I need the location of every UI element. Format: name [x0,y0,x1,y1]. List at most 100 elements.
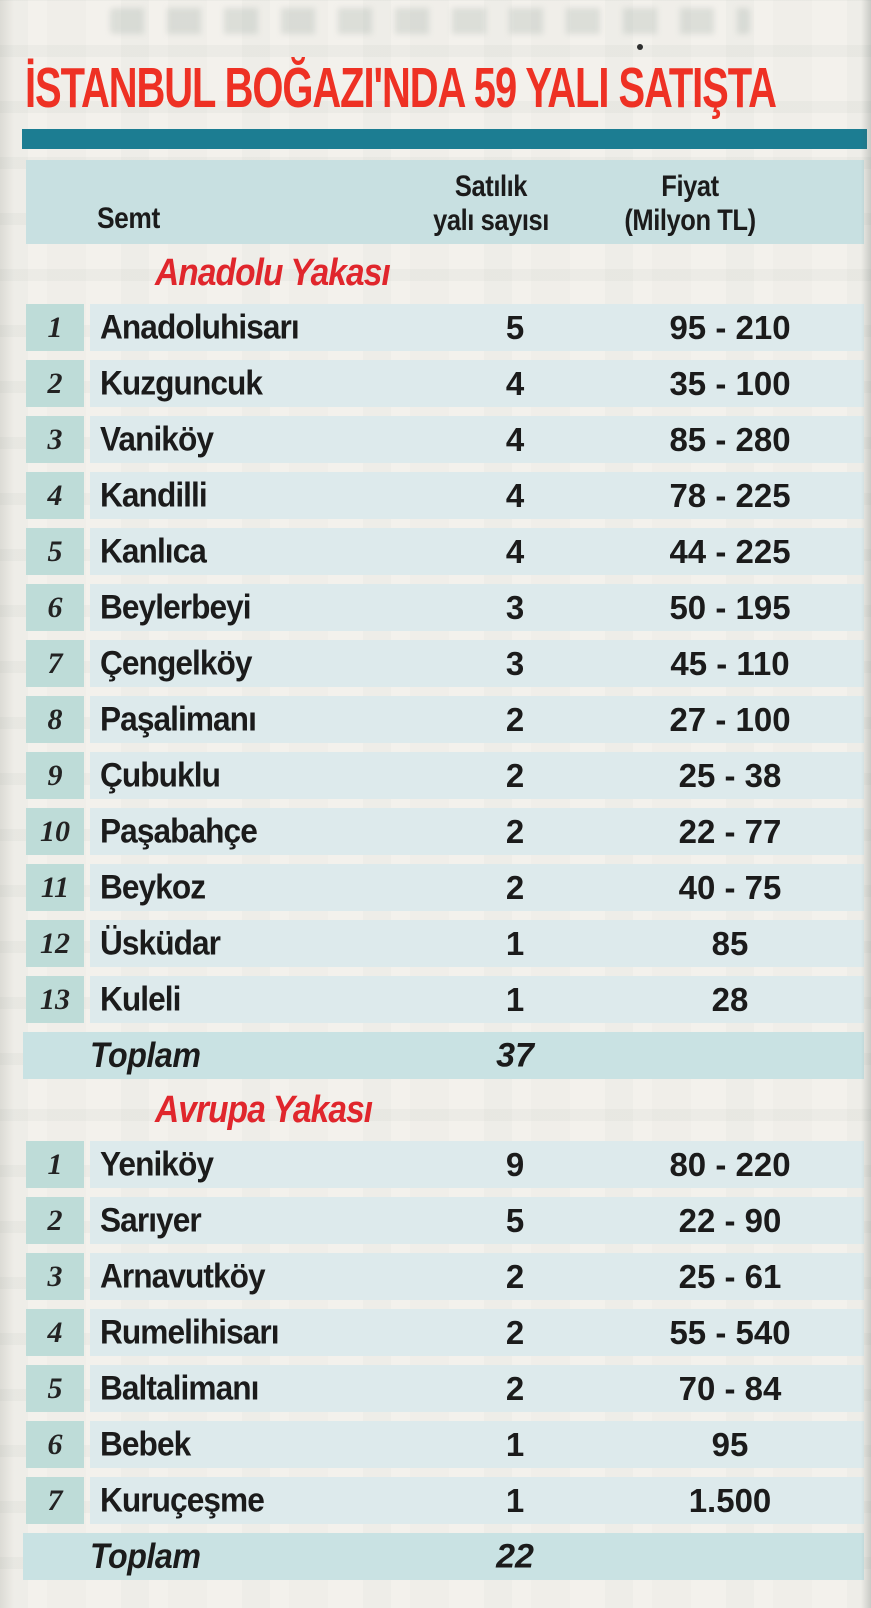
district-name: Kandilli [100,476,208,514]
row-band: Beylerbeyi 3 50 - 195 [90,584,864,631]
price-range: 50 - 195 [669,588,791,626]
district-name: Rumelihisarı [100,1313,280,1351]
row-number: 4 [26,472,84,519]
yali-count: 2 [505,812,525,850]
row-band: Kandilli 4 78 - 225 [90,472,864,519]
yali-count: 1 [505,924,525,962]
price-range: 22 - 90 [678,1201,782,1239]
row-band: Anadoluhisarı 5 95 - 210 [90,304,864,351]
district-name: Beylerbeyi [100,588,252,626]
table-row: 12 Üsküdar 1 85 [26,920,871,967]
table-row: 1 Yeniköy 9 80 - 220 [26,1141,871,1188]
total-count: 22 [496,1537,534,1575]
row-band: Paşalimanı 2 27 - 100 [90,696,864,743]
price-range: 80 - 220 [669,1145,791,1183]
table-row: 6 Bebek 1 95 [26,1421,871,1468]
row-band: Kuleli 1 28 [90,976,864,1023]
headline: İSTANBUL BOĞAZI'NDA 59 YALI SATIŞTA [25,56,777,120]
table-row: 7 Çengelköy 3 45 - 110 [26,640,871,687]
section-header: Avrupa Yakası [155,1089,373,1131]
price-range: 85 - 280 [669,420,791,458]
district-name: Kuleli [100,980,181,1018]
district-name: Baltalimanı [100,1369,259,1407]
table-row: 5 Kanlıca 4 44 - 225 [26,528,871,575]
yali-count: 4 [505,476,525,514]
total-row: Toplam 37 [23,1032,864,1079]
table-row: 10 Paşabahçe 2 22 - 77 [26,808,871,855]
price-range: 70 - 84 [678,1369,782,1407]
table-row: 11 Beykoz 2 40 - 75 [26,864,871,911]
divider-bar [22,129,867,149]
row-number: 2 [26,1197,84,1244]
price-range: 1.500 [688,1481,772,1519]
table-row: 6 Beylerbeyi 3 50 - 195 [26,584,871,631]
district-name: Sarıyer [100,1201,202,1239]
table-row: 3 Vaniköy 4 85 - 280 [26,416,871,463]
price-range: 85 [711,924,749,962]
yali-count: 5 [505,308,525,346]
yali-count: 2 [505,700,525,738]
district-name: Vaniköy [100,420,214,458]
yali-count: 4 [505,532,525,570]
table-row: 7 Kuruçeşme 1 1.500 [26,1477,871,1524]
row-number: 3 [26,1253,84,1300]
district-name: Kuruçeşme [100,1481,265,1519]
row-band: Üsküdar 1 85 [90,920,864,967]
row-number: 3 [26,416,84,463]
ink-speck [637,44,643,50]
table-row: 4 Kandilli 4 78 - 225 [26,472,871,519]
yali-count: 2 [505,868,525,906]
district-name: Yeniköy [100,1145,214,1183]
row-number: 10 [26,808,84,855]
yali-count: 5 [505,1201,525,1239]
print-bleed-topline [110,8,750,34]
price-range: 55 - 540 [669,1313,791,1351]
price-range: 35 - 100 [669,364,791,402]
row-number: 6 [26,1421,84,1468]
table-row: 8 Paşalimanı 2 27 - 100 [26,696,871,743]
row-band: Kanlıca 4 44 - 225 [90,528,864,575]
table-row: 13 Kuleli 1 28 [26,976,871,1023]
column-header-count: Satılık yalı sayısı [433,170,549,238]
total-label: Toplam [90,1035,201,1075]
table-row: 2 Kuzguncuk 4 35 - 100 [26,360,871,407]
price-range: 40 - 75 [678,868,782,906]
row-band: Kuruçeşme 1 1.500 [90,1477,864,1524]
row-band: Baltalimanı 2 70 - 84 [90,1365,864,1412]
district-name: Kanlıca [100,532,207,570]
price-range: 25 - 61 [678,1257,782,1295]
row-band: Kuzguncuk 4 35 - 100 [90,360,864,407]
district-name: Anadoluhisarı [100,308,300,346]
column-header-count-line2: yalı sayısı [433,204,549,237]
total-row: Toplam 22 [23,1533,864,1580]
row-band: Yeniköy 9 80 - 220 [90,1141,864,1188]
table-header: Semt Satılık yalı sayısı Fiyat (Milyon T… [26,160,864,244]
row-number: 6 [26,584,84,631]
column-header-district: Semt [97,202,160,235]
row-number: 7 [26,1477,84,1524]
district-name: Çengelköy [100,644,252,682]
column-header-price-line2: (Milyon TL) [624,204,756,237]
yali-count: 3 [505,588,525,626]
yali-count: 4 [505,420,525,458]
section-header: Anadolu Yakası [155,252,391,294]
table-row: 5 Baltalimanı 2 70 - 84 [26,1365,871,1412]
yali-count: 2 [505,756,525,794]
price-range: 28 [711,980,749,1018]
district-name: Beykoz [100,868,206,906]
yali-count: 2 [505,1257,525,1295]
table-body: Anadolu Yakası 1 Anadoluhisarı 5 95 - 210 2 Ku… [0,244,871,1588]
row-band: Sarıyer 5 22 - 90 [90,1197,864,1244]
column-header-price: Fiyat (Milyon TL) [624,170,756,238]
table-row: 4 Rumelihisarı 2 55 - 540 [26,1309,871,1356]
yali-count: 3 [505,644,525,682]
price-range: 45 - 110 [670,644,790,682]
row-number: 2 [26,360,84,407]
column-header-count-line1: Satılık [454,170,528,203]
row-number: 5 [26,1365,84,1412]
district-name: Paşalimanı [100,700,257,738]
table-row: 9 Çubuklu 2 25 - 38 [26,752,871,799]
row-number: 4 [26,1309,84,1356]
row-number: 9 [26,752,84,799]
